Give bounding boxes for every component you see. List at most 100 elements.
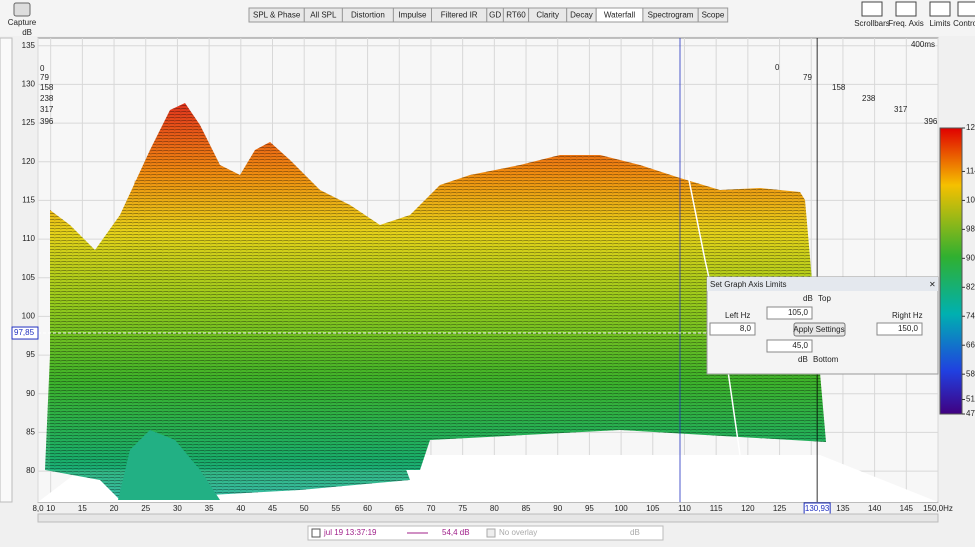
- y-tick-label: 105: [22, 273, 36, 282]
- x-tick-label: 45: [268, 504, 277, 513]
- tab-label[interactable]: GD: [489, 11, 501, 20]
- overlay-unit: dB: [630, 528, 640, 537]
- tool-label[interactable]: Scrollbars: [854, 19, 890, 28]
- tab-label[interactable]: Impulse: [398, 11, 427, 20]
- colorbar-label: 114: [966, 167, 975, 176]
- time-tick-label: 396: [40, 117, 54, 126]
- time-tick-label: 158: [832, 83, 846, 92]
- tool-label[interactable]: Limits: [930, 19, 951, 28]
- time-tick-label: 238: [862, 94, 876, 103]
- apply-label[interactable]: Apply Settings: [793, 325, 844, 334]
- colorbar-label: 90: [966, 253, 975, 262]
- x-tick-label: 15: [78, 504, 87, 513]
- x-tick-label: 110: [678, 504, 691, 513]
- y-tick-label: 90: [26, 389, 35, 398]
- x-tick-label: 30: [173, 504, 182, 513]
- x-tick-label: 10: [46, 504, 55, 513]
- time-tick-label: 0: [40, 64, 45, 73]
- measurement-checkbox[interactable]: [312, 529, 320, 537]
- tab-label[interactable]: SPL & Phase: [253, 11, 301, 20]
- right-label: Right Hz: [892, 311, 923, 320]
- top-label: Top: [818, 294, 831, 303]
- x-tick-label: 115: [710, 504, 723, 513]
- x-tick-label: 100: [614, 504, 628, 513]
- y-tick-label: 80: [26, 466, 35, 475]
- x-tick-label: 135: [836, 504, 850, 513]
- y-tick-label: 100: [22, 312, 36, 321]
- measurement-level: 54,4 dB: [442, 528, 470, 537]
- side-panel: [0, 38, 12, 502]
- x-tick-label: 60: [363, 504, 372, 513]
- x-tick-label: 50: [300, 504, 309, 513]
- tool-label[interactable]: Controls: [953, 19, 975, 28]
- x-tick-label: 35: [205, 504, 214, 513]
- time-tick-label: 158: [40, 83, 54, 92]
- right-value[interactable]: 150,0: [898, 324, 919, 333]
- x-tick-label: 25: [141, 504, 150, 513]
- cursor-y-label: 97,85: [14, 328, 35, 337]
- tab-label[interactable]: Decay: [570, 11, 593, 20]
- tool-icon[interactable]: [958, 2, 975, 16]
- left-value[interactable]: 8,0: [740, 324, 752, 333]
- tool-icon[interactable]: [896, 2, 916, 16]
- top-value[interactable]: 105,0: [788, 308, 809, 317]
- colorbar-label: 126: [966, 123, 975, 132]
- overlay-checkbox[interactable]: [487, 529, 495, 537]
- colorbar-label: 58: [966, 369, 975, 378]
- colorbar: [940, 128, 962, 414]
- y-tick-label: 125: [22, 118, 36, 127]
- y-tick-label: 110: [22, 234, 35, 243]
- x-tick-label: 8,0: [32, 504, 44, 513]
- bottom-value[interactable]: 45,0: [792, 341, 808, 350]
- tool-label[interactable]: Freq. Axis: [888, 19, 924, 28]
- x-tick-label: 140: [868, 504, 882, 513]
- x-tick-label: 145: [900, 504, 914, 513]
- bottom-label: Bottom: [813, 355, 839, 364]
- colorbar-label: 82: [966, 282, 975, 291]
- db-label: dB: [803, 294, 813, 303]
- tab-label[interactable]: Spectrogram: [648, 11, 694, 20]
- x-tick-label: 75: [458, 504, 467, 513]
- left-label: Left Hz: [725, 311, 750, 320]
- capture-label[interactable]: Capture: [8, 18, 37, 27]
- x-tick-label: 95: [585, 504, 594, 513]
- h-scrollbar[interactable]: [38, 514, 938, 522]
- tab-label[interactable]: Filtered IR: [441, 11, 478, 20]
- tab-label[interactable]: RT60: [506, 11, 526, 20]
- time-tick-label: 0: [775, 63, 780, 72]
- x-tick-label: 55: [331, 504, 340, 513]
- x-tick-label: 70: [427, 504, 436, 513]
- tool-icon[interactable]: [930, 2, 950, 16]
- dialog: Set Graph Axis Limits ✕ dB Top 105,0 Lef…: [707, 277, 938, 374]
- time-tick-label: 317: [40, 105, 54, 114]
- x-tick-label: 90: [553, 504, 562, 513]
- time-tick-label: 238: [40, 94, 54, 103]
- x-tick-label: 85: [522, 504, 531, 513]
- colorbar-label: 98: [966, 224, 975, 233]
- tab-label[interactable]: All SPL: [310, 11, 337, 20]
- tab-label[interactable]: Clarity: [536, 11, 559, 20]
- y-tick-label: 115: [22, 196, 35, 205]
- y-tick-label: 95: [26, 350, 35, 359]
- time-tick-label: 317: [894, 105, 908, 114]
- colorbar-label: 74: [966, 311, 975, 320]
- x-tick-label: 120: [741, 504, 755, 513]
- overlay-label: No overlay: [499, 528, 537, 537]
- dialog-close[interactable]: ✕: [929, 280, 936, 289]
- x-tick-label: 150,0Hz: [923, 504, 953, 513]
- tool-icon[interactable]: [862, 2, 882, 16]
- tab-label[interactable]: Scope: [702, 11, 725, 20]
- time-tick-label: 396: [924, 117, 938, 126]
- time-tick-label: 79: [803, 73, 812, 82]
- dialog-title: Set Graph Axis Limits: [710, 280, 786, 289]
- x-tick-label: 65: [395, 504, 404, 513]
- tab-label[interactable]: Distortion: [351, 11, 385, 20]
- capture-icon[interactable]: [14, 3, 30, 16]
- y-tick-label: 135: [22, 41, 36, 50]
- tab-label[interactable]: Waterfall: [604, 11, 635, 20]
- y-tick-label: 120: [22, 157, 36, 166]
- x-tick-label: 125: [773, 504, 787, 513]
- db-label-2: dB: [798, 355, 808, 364]
